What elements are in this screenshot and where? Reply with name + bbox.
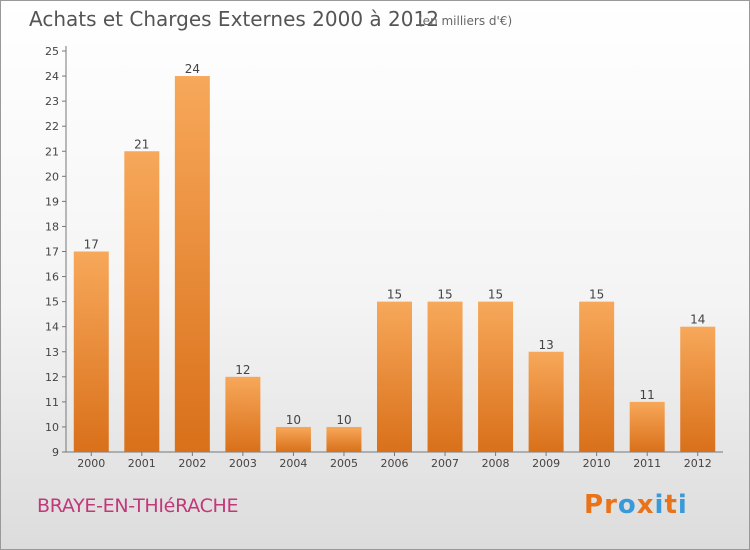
bar-2011 <box>629 401 665 452</box>
y-tick-label: 15 <box>45 296 59 309</box>
logo-letter: P <box>584 490 605 520</box>
y-tick-label: 18 <box>45 220 59 233</box>
y-tick-label: 23 <box>45 95 59 108</box>
x-tick-label-2010: 2010 <box>583 457 611 470</box>
chart-title: Achats et Charges Externes 2000 à 2012 <box>29 7 439 31</box>
bar-2002 <box>174 76 210 452</box>
logo-letter: t <box>664 490 678 520</box>
y-tick-label: 11 <box>45 396 59 409</box>
logo-letter: x <box>636 490 655 520</box>
y-tick-label: 19 <box>45 195 59 208</box>
bars-group: 17 21 24 12 10 10 15 15 15 13 15 11 14 <box>73 62 716 452</box>
data-label-2009: 13 <box>538 338 553 352</box>
y-tick-label: 12 <box>45 371 59 384</box>
data-label-2002: 24 <box>185 62 200 76</box>
y-tick-label: 14 <box>45 321 59 334</box>
data-label-2008: 15 <box>488 288 503 302</box>
x-tick-label-2007: 2007 <box>431 457 459 470</box>
data-label-2005: 10 <box>336 413 351 427</box>
data-label-2010: 15 <box>589 288 604 302</box>
y-tick-label: 16 <box>45 271 59 284</box>
x-tick-label-2004: 2004 <box>279 457 307 470</box>
bar-2006 <box>377 301 412 452</box>
logo-letter: r <box>604 490 618 520</box>
data-label-2007: 15 <box>437 288 452 302</box>
data-label-2012: 14 <box>690 313 705 327</box>
y-tick-label: 22 <box>45 120 59 133</box>
y-tick-label: 9 <box>52 446 59 459</box>
x-tick-label-2000: 2000 <box>77 457 105 470</box>
y-tick-label: 13 <box>45 346 59 359</box>
proxiti-logo: Proxiti <box>584 490 688 520</box>
x-tick-label-2006: 2006 <box>381 457 409 470</box>
y-tick-label: 10 <box>45 421 59 434</box>
data-label-2001: 21 <box>134 137 149 151</box>
x-tick-label-2005: 2005 <box>330 457 358 470</box>
bar-2004 <box>275 426 311 452</box>
y-tick-label: 24 <box>45 70 59 83</box>
data-label-2011: 11 <box>640 388 655 402</box>
bar-2001 <box>124 151 160 452</box>
x-axis-ticks: 2000 2001 2002 2003 2004 2005 2006 2007 2008 2009… <box>77 452 712 470</box>
bar-2012 <box>680 326 716 452</box>
logo-letter: o <box>617 490 637 520</box>
x-tick-label-2008: 2008 <box>482 457 510 470</box>
y-tick-label: 20 <box>45 170 59 183</box>
data-label-2003: 12 <box>235 363 250 377</box>
y-tick-label: 21 <box>45 145 59 158</box>
data-label-2006: 15 <box>387 288 402 302</box>
bar-2007 <box>427 301 463 452</box>
x-tick-label-2012: 2012 <box>684 457 712 470</box>
y-axis-ticks: 9 10 11 12 13 14 15 16 17 18 19 20 21 22 23 24 25 <box>45 45 66 459</box>
x-tick-label-2002: 2002 <box>178 457 206 470</box>
bar-2003 <box>225 376 261 452</box>
data-label-2004: 10 <box>286 413 301 427</box>
bar-2009 <box>528 351 564 452</box>
x-tick-label-2003: 2003 <box>229 457 257 470</box>
y-tick-label: 25 <box>45 45 59 58</box>
x-tick-label-2009: 2009 <box>532 457 560 470</box>
bar-2008 <box>478 301 514 452</box>
data-label-2000: 17 <box>84 238 99 252</box>
bar-chart: 9 10 11 12 13 14 15 16 17 18 19 20 21 22 23 24 25 17 21 24… <box>45 45 723 470</box>
commune-name: BRAYE-EN-THIéRACHE <box>37 495 239 517</box>
logo-letter: i <box>654 490 665 520</box>
x-tick-label-2011: 2011 <box>633 457 661 470</box>
bar-2005 <box>326 426 362 452</box>
logo-letter: i <box>677 490 688 520</box>
x-tick-label-2001: 2001 <box>128 457 156 470</box>
bar-2010 <box>579 301 615 452</box>
bar-2000 <box>73 251 109 452</box>
y-tick-label: 17 <box>45 246 59 259</box>
chart-subtitle: (en milliers d'€) <box>418 14 513 28</box>
